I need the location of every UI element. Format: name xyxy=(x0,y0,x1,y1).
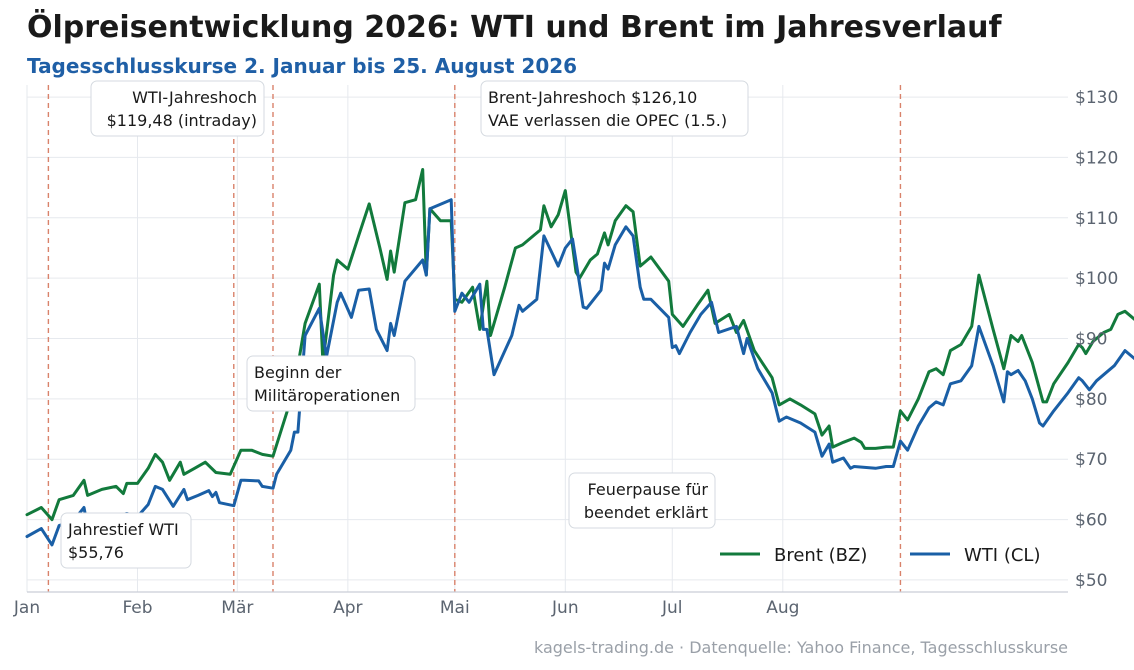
annotation-text: Brent-Jahreshoch $126,10 xyxy=(488,88,697,107)
annotation-wti-low: Jahrestief WTI $55,76 xyxy=(60,512,192,569)
annotation-text: WTI-Jahreshoch xyxy=(132,88,257,107)
annotation-text: VAE verlassen die OPEC (1.5.) xyxy=(488,111,727,130)
annotation-box xyxy=(480,80,749,137)
x-tick-label: Jan xyxy=(13,598,40,618)
annotation-box xyxy=(568,472,716,529)
annotation-text: Beginn der xyxy=(254,363,342,382)
y-tick-label: $100 xyxy=(1075,269,1118,289)
legend-label-wti: WTI (CL) xyxy=(964,545,1040,566)
annotation-box xyxy=(246,355,416,412)
series-line-wti xyxy=(25,198,1134,547)
x-tick-label: Mär xyxy=(221,598,253,618)
annotation-text: $55,76 xyxy=(68,543,124,562)
y-tick-label: $60 xyxy=(1075,511,1107,531)
y-tick-label: $90 xyxy=(1075,330,1107,350)
annotation-ceasefire: Feuerpause für beendet erklärt xyxy=(568,472,716,529)
x-tick-label: Aug xyxy=(766,598,799,618)
x-tick-label: Jul xyxy=(661,598,683,618)
annotation-text: $119,48 (intraday) xyxy=(107,111,257,130)
series-lines: Brent $86,15WTI $80,97 xyxy=(25,168,1134,547)
y-tick-label: $50 xyxy=(1075,571,1107,591)
x-tick-label: Feb xyxy=(122,598,152,618)
axes: $50 $60 $70 $80 $90 $100 $110 $120 $130 Jan Feb Mär… xyxy=(13,88,1118,618)
annotation-text: Jahrestief WTI xyxy=(67,520,179,539)
annotation-brent-high: Brent-Jahreshoch $126,10 VAE verlassen di… xyxy=(480,80,749,137)
legend: Brent (BZ) WTI (CL) xyxy=(720,545,1040,566)
x-tick-label: Apr xyxy=(333,598,362,618)
annotation-box xyxy=(90,80,265,137)
annotation-text: beendet erklärt xyxy=(584,503,708,522)
y-tick-label: $70 xyxy=(1075,450,1107,470)
event-lines xyxy=(47,85,902,592)
source-credit: kagels-trading.de · Datenquelle: Yahoo F… xyxy=(533,638,1068,657)
annotation-text: Militäroperationen xyxy=(254,386,400,405)
annotation-wti-high: WTI-Jahreshoch $119,48 (intraday) xyxy=(90,80,265,137)
x-tick-label: Mai xyxy=(440,598,470,618)
series-line-brent xyxy=(25,168,1134,522)
annotation-box xyxy=(60,512,192,569)
y-tick-label: $130 xyxy=(1075,88,1118,108)
chart-subtitle: Tagesschlusskurse 2. Januar bis 25. Augu… xyxy=(27,54,578,78)
legend-label-brent: Brent (BZ) xyxy=(774,545,867,566)
annotations: WTI-Jahreshoch $119,48 (intraday) Brent-Ja… xyxy=(60,80,749,569)
annotation-military: Beginn der Militäroperationen xyxy=(246,355,416,412)
y-tick-label: $110 xyxy=(1075,209,1118,229)
chart-title: Ölpreisentwicklung 2026: WTI und Brent i… xyxy=(27,10,1002,45)
x-tick-label: Jun xyxy=(551,598,579,618)
annotation-text: Feuerpause für xyxy=(588,480,709,499)
y-tick-label: $80 xyxy=(1075,390,1107,410)
y-tick-label: $120 xyxy=(1075,148,1118,168)
